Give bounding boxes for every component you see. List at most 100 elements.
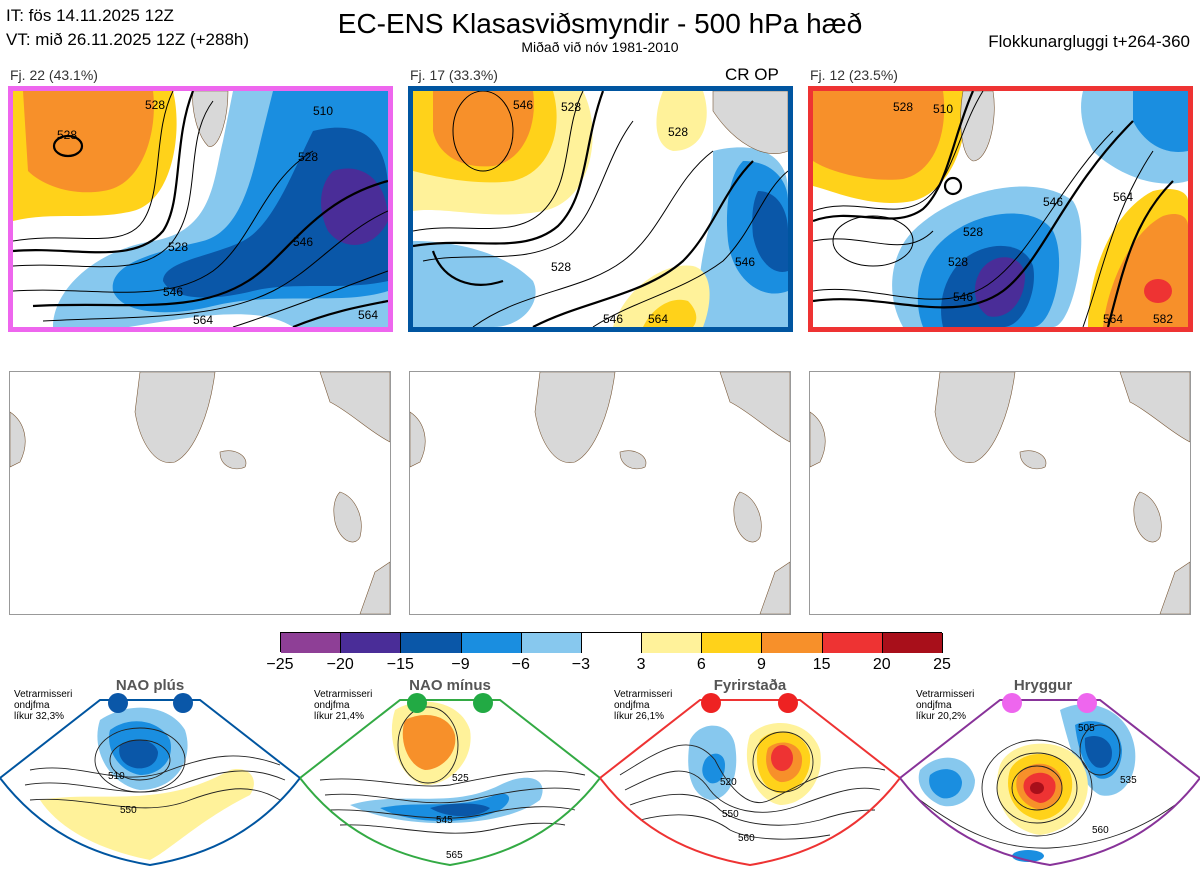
colorbar-tick-label: 3	[636, 656, 646, 673]
valid-time: VT: mið 26.11.2025 12Z (+288h)	[6, 30, 250, 49]
regime-1-info-line3: líkur 32,3%	[14, 711, 65, 722]
colorbar-tick-label: 9	[757, 656, 766, 673]
colorbar-tick-label: −9	[451, 656, 470, 673]
colorbar-tick-label: 15	[812, 656, 831, 673]
empty-map-1	[9, 371, 391, 615]
colorbar-segment	[341, 633, 402, 653]
strong-negative-anomaly-area	[752, 191, 788, 272]
cluster-2-label: Fj. 17 (33.3%)	[410, 67, 498, 83]
contour-label: 528	[668, 125, 688, 139]
regime-3-title: Fyrirstaða	[713, 677, 787, 694]
regime-1-info-line2: ondjfma	[14, 700, 50, 711]
colorbar-tick-label: −25	[266, 656, 294, 673]
contour-label: 564	[1103, 312, 1123, 326]
regime-marker-dot	[108, 693, 128, 713]
empty-map-2	[409, 371, 791, 615]
contour-label: 510	[313, 104, 333, 118]
contour-label: 528	[948, 255, 968, 269]
empty-map-3	[809, 371, 1191, 615]
contour-label: 546	[163, 285, 183, 299]
regime-map-sector	[600, 700, 900, 865]
contour-label: 546	[293, 235, 313, 249]
regime-3-info-line1: Vetrarmisseri	[614, 689, 673, 700]
contour-label: 528	[145, 98, 165, 112]
regime-marker-dot	[1002, 693, 1022, 713]
regime-marker-dot	[407, 693, 427, 713]
colorbar-segment	[762, 633, 823, 653]
contour-label: 550	[722, 809, 739, 820]
colorbar-segment	[581, 633, 643, 653]
classification-window: Flokkunargluggi t+264-360	[988, 32, 1190, 51]
cluster-1-label: Fj. 22 (43.1%)	[10, 67, 98, 83]
regime-marker-dot	[701, 693, 721, 713]
regime-4-info-line1: Vetrarmisseri	[916, 689, 975, 700]
colorbar-segment	[882, 633, 943, 653]
contour-label: 564	[358, 308, 378, 322]
contour-label: 546	[735, 255, 755, 269]
regime-4-info-line2: ondjfma	[916, 700, 952, 711]
contour-label: 528	[561, 100, 581, 114]
positive-anomaly-area-2	[656, 91, 707, 151]
regime-2-title: NAO mínus	[409, 677, 491, 694]
page-title: EC-ENS Klasasviðsmyndir - 500 hPa hæð	[337, 8, 863, 39]
colorbar-tick-label: 20	[872, 656, 891, 673]
contour-label: 546	[1043, 195, 1063, 209]
anomaly-colorbar	[280, 632, 943, 653]
regime-marker-dot	[1077, 693, 1097, 713]
contour-label: 564	[1113, 190, 1133, 204]
strongest-positive-anomaly-area	[1030, 782, 1044, 794]
strong-negative-anomaly-area	[163, 127, 388, 298]
negative-anomaly-area-2	[929, 769, 962, 799]
regime-2-info-line3: líkur 21,4%	[314, 711, 365, 722]
control-operational-marker: CR OP	[725, 65, 779, 84]
land	[712, 91, 788, 154]
contour-label: 528	[168, 240, 188, 254]
very-strong-negative-anomaly-area	[975, 257, 1025, 317]
contour-label: 546	[513, 98, 533, 112]
contour-label: 550	[120, 805, 137, 816]
cluster-2-map: 546 528 528 528 546 546 564	[408, 86, 793, 332]
cluster-1-map: 528 528 510 528 528 546 546 564 564	[8, 86, 393, 332]
colorbar-tick-label: 6	[696, 656, 706, 673]
regime-1-title: NAO plús	[115, 677, 185, 694]
strongest-positive-anomaly-area	[771, 745, 793, 771]
colorbar-tick-label: −6	[511, 656, 530, 673]
regime-1-info-line1: Vetrarmisseri	[14, 689, 73, 700]
positive-anomaly-area	[40, 769, 254, 860]
strong-positive-anomaly-area	[813, 91, 945, 180]
contour-label: 560	[1092, 825, 1109, 836]
contour-label: 528	[298, 150, 318, 164]
colorbar-segment	[281, 633, 342, 653]
contour-label: 560	[738, 833, 755, 844]
strong-negative-anomaly-area	[119, 739, 158, 769]
contour-label: 535	[1120, 775, 1137, 786]
regime-4-info: Vetrarmisseri ondjfma líkur 20,2%	[916, 689, 974, 722]
strong-negative-anomaly-area	[1084, 735, 1112, 768]
regime-1-info: Vetrarmisseri ondjfma líkur 32,3%	[14, 689, 72, 722]
contour-label: 528	[893, 100, 913, 114]
colorbar-segment	[461, 633, 522, 653]
contour-label: 510	[933, 102, 953, 116]
regime-3-map: 520 550 560	[600, 693, 900, 867]
colorbar-tick-label: −20	[326, 656, 354, 673]
contour-label: 528	[57, 128, 77, 142]
regime-1-map: 510 550	[0, 693, 300, 867]
contour-label: 525	[452, 773, 469, 784]
colorbar-tick-label: −15	[386, 656, 414, 673]
contour-label: 546	[603, 312, 623, 326]
regime-3-info-line2: ondjfma	[614, 700, 650, 711]
negative-anomaly-area-2	[702, 753, 725, 784]
regime-4-title: Hryggur	[1013, 677, 1073, 694]
contour-label: 528	[963, 225, 983, 239]
colorbar-segment	[822, 633, 883, 653]
page-subtitle: Miðað við nóv 1981-2010	[521, 39, 679, 55]
contour-label: 545	[436, 815, 453, 826]
header-times: IT: fös 14.11.2025 12Z VT: mið 26.11.202…	[6, 4, 249, 52]
negative-anomaly-area-4	[1133, 91, 1188, 152]
strong-positive-anomaly-area	[402, 715, 456, 770]
regime-3-info: Vetrarmisseri ondjfma líkur 26,1%	[614, 689, 672, 722]
regime-3-info-line3: líkur 26,1%	[614, 711, 665, 722]
strong-positive-anomaly-area-2	[643, 299, 697, 327]
regime-marker-dot	[778, 693, 798, 713]
cluster-3-map: 528 510 528 528 546 546 564 564 582	[808, 86, 1193, 332]
